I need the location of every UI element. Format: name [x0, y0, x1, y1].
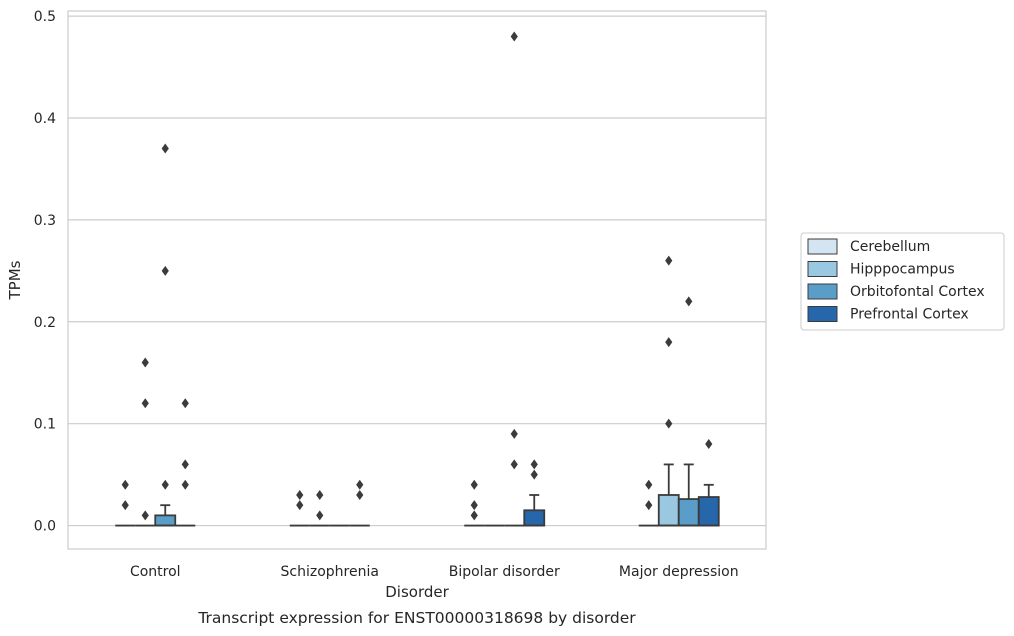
- box-body: [677, 498, 700, 527]
- outlier-point: [356, 479, 364, 490]
- box-orbitofontal-cortex: [154, 143, 177, 527]
- legend-swatch: [807, 283, 838, 300]
- box-body: [697, 496, 720, 527]
- outlier-point: [665, 255, 673, 266]
- box-hipppocampus: [309, 489, 330, 527]
- box-hipppocampus: [135, 357, 156, 527]
- y-axis-title: TPMs: [6, 260, 24, 300]
- outlier-point: [161, 265, 169, 276]
- x-axis-ticks: Control Schizophrenia Bipolar disorder Majo…: [130, 564, 739, 580]
- legend-label: Prefrontal Cortex: [850, 307, 969, 323]
- outlier-point: [470, 500, 478, 511]
- legend: Cerebellum Hipppocampus Orbitofontal Corte…: [800, 232, 1005, 331]
- y-tick-label: 0.4: [34, 111, 56, 127]
- box-prefrontal-cortex: [175, 398, 196, 527]
- outlier-point: [181, 398, 189, 409]
- outlier-point: [645, 500, 653, 511]
- box-cerebellum: [289, 489, 310, 527]
- outlier-point: [141, 398, 149, 409]
- x-tick-label: Control: [130, 564, 181, 580]
- y-tick-label: 0.3: [34, 213, 56, 229]
- outlier-point: [141, 357, 149, 368]
- box-cerebellum: [115, 479, 136, 527]
- outlier-point: [470, 510, 478, 521]
- outlier-point: [121, 479, 129, 490]
- outlier-point: [665, 418, 673, 429]
- y-tick-label: 0.5: [34, 9, 56, 25]
- box-body: [523, 509, 546, 527]
- outlier-point: [296, 500, 304, 511]
- outlier-point: [530, 469, 538, 480]
- outlier-point: [181, 479, 189, 490]
- x-axis-title: Disorder: [385, 583, 449, 601]
- outlier-point: [470, 479, 478, 490]
- legend-swatch: [807, 261, 838, 277]
- outlier-point: [141, 510, 149, 521]
- outlier-point: [510, 459, 518, 470]
- legend-label: Hipppocampus: [850, 262, 955, 278]
- legend-frame: [800, 232, 1005, 331]
- legend-label: Orbitofontal Cortex: [850, 284, 985, 300]
- legend-label: Cerebellum: [850, 239, 930, 255]
- y-axis-ticks: 0.0 0.1 0.2 0.3 0.4 0.5: [34, 9, 56, 534]
- outlier-point: [645, 479, 653, 490]
- outlier-point: [356, 489, 364, 500]
- legend-swatch: [807, 306, 838, 322]
- box-orbitofontal-cortex: [677, 296, 700, 527]
- y-tick-label: 0.0: [34, 519, 56, 535]
- box-orbitofontal-cortex: [504, 31, 525, 527]
- outlier-point: [181, 459, 189, 470]
- box-cerebellum: [464, 479, 485, 527]
- y-tick-label: 0.1: [34, 417, 56, 433]
- x-tick-label: Schizophrenia: [281, 564, 379, 580]
- outlier-point: [121, 500, 129, 511]
- x-tick-label: Major depression: [619, 564, 739, 580]
- outlier-point: [685, 296, 693, 307]
- box-hipppocampus: [657, 255, 680, 527]
- box-prefrontal-cortex: [523, 459, 546, 527]
- outlier-point: [665, 337, 673, 348]
- outlier-point: [161, 143, 169, 154]
- plot-area-frame: [67, 10, 767, 550]
- outlier-point: [316, 489, 324, 500]
- box-cerebellum: [638, 479, 659, 527]
- outlier-point: [510, 428, 518, 439]
- box-body: [154, 514, 177, 527]
- box-prefrontal-cortex: [697, 439, 720, 527]
- legend-swatch: [807, 238, 838, 255]
- outlier-point: [161, 479, 169, 490]
- box-prefrontal-cortex: [349, 479, 370, 527]
- box-body: [657, 494, 680, 527]
- box-series-layer: [115, 31, 720, 527]
- outlier-point: [316, 510, 324, 521]
- y-tick-label: 0.2: [34, 315, 56, 331]
- gridlines: [68, 15, 766, 527]
- outlier-point: [296, 489, 304, 500]
- x-tick-label: Bipolar disorder: [449, 564, 560, 580]
- outlier-point: [705, 439, 713, 450]
- outlier-point: [530, 459, 538, 470]
- chart-caption: Transcript expression for ENST0000031869…: [197, 609, 636, 627]
- outlier-point: [510, 31, 518, 42]
